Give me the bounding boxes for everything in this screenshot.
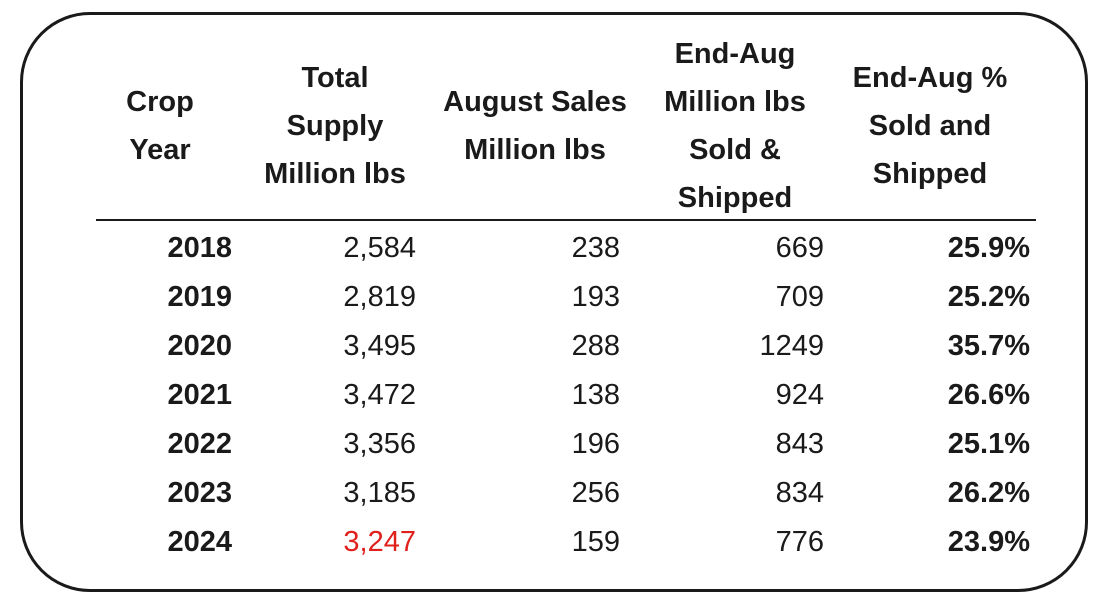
cell-crop-year: 2021 <box>167 379 232 411</box>
table-row: 2024 3,247 159 776 23.9% <box>0 518 1114 567</box>
header-end-aug-sold-shipped: End-Aug Million lbs Sold & Shipped <box>640 30 830 222</box>
header-line: Shipped <box>677 182 793 214</box>
cell-total-supply: 3,356 <box>343 428 416 460</box>
cell-august-sales: 238 <box>571 232 620 264</box>
cell-sold-shipped: 1249 <box>759 330 824 362</box>
table-frame <box>20 12 1088 592</box>
header-end-aug-pct: End-Aug % Sold and Shipped <box>835 54 1025 198</box>
cell-total-supply: 2,819 <box>343 281 416 313</box>
cell-crop-year: 2020 <box>167 330 232 362</box>
header-line: Sold and <box>868 110 992 142</box>
header-crop-year: Crop Year <box>100 78 220 174</box>
cell-crop-year: 2018 <box>167 232 232 264</box>
table-row: 2023 3,185 256 834 26.2% <box>0 469 1114 518</box>
cell-sold-shipped: 843 <box>775 428 824 460</box>
cell-august-sales: 159 <box>571 526 620 558</box>
header-line: End-Aug % <box>852 62 1008 94</box>
header-line: End-Aug <box>674 38 796 70</box>
header-line: Sold & <box>689 134 781 166</box>
header-total-supply: Total Supply Million lbs <box>245 54 425 198</box>
table-row: 2022 3,356 196 843 25.1% <box>0 420 1114 469</box>
cell-pct-sold-shipped: 25.1% <box>947 428 1030 460</box>
cell-crop-year: 2019 <box>167 281 232 313</box>
cell-pct-sold-shipped: 35.7% <box>947 330 1030 362</box>
table-row: 2021 3,472 138 924 26.6% <box>0 371 1114 420</box>
cell-crop-year: 2024 <box>167 526 232 558</box>
header-line: Million lbs <box>464 134 606 166</box>
cell-sold-shipped: 924 <box>775 379 824 411</box>
cell-august-sales: 288 <box>571 330 620 362</box>
cell-crop-year: 2023 <box>167 477 232 509</box>
table-row: 2020 3,495 288 1249 35.7% <box>0 322 1114 371</box>
header-line: Supply <box>286 110 384 142</box>
cell-august-sales: 256 <box>571 477 620 509</box>
cell-total-supply: 2,584 <box>343 232 416 264</box>
cell-august-sales: 196 <box>571 428 620 460</box>
cell-sold-shipped: 709 <box>775 281 824 313</box>
cell-total-supply: 3,185 <box>343 477 416 509</box>
header-line: Year <box>129 134 191 166</box>
cell-august-sales: 138 <box>571 379 620 411</box>
cell-sold-shipped: 776 <box>775 526 824 558</box>
header-line: Total <box>301 62 369 94</box>
cell-pct-sold-shipped: 25.2% <box>947 281 1030 313</box>
cell-sold-shipped: 669 <box>775 232 824 264</box>
cell-august-sales: 193 <box>571 281 620 313</box>
table-row: 2018 2,584 238 669 25.9% <box>0 224 1114 273</box>
header-august-sales: August Sales Million lbs <box>430 78 640 174</box>
cell-pct-sold-shipped: 26.2% <box>947 477 1030 509</box>
cell-pct-sold-shipped: 23.9% <box>947 526 1030 558</box>
cell-total-supply: 3,472 <box>343 379 416 411</box>
header-line: Shipped <box>872 158 988 190</box>
header-divider <box>96 219 1036 221</box>
cell-crop-year: 2022 <box>167 428 232 460</box>
header-line: Million lbs <box>264 158 406 190</box>
header-line: August Sales <box>443 86 627 118</box>
header-line: Crop <box>126 86 194 118</box>
cell-total-supply: 3,495 <box>343 330 416 362</box>
table-row: 2019 2,819 193 709 25.2% <box>0 273 1114 322</box>
cell-pct-sold-shipped: 26.6% <box>947 379 1030 411</box>
cell-sold-shipped: 834 <box>775 477 824 509</box>
cell-total-supply-highlighted: 3,247 <box>343 526 416 558</box>
cell-pct-sold-shipped: 25.9% <box>947 232 1030 264</box>
header-line: Million lbs <box>664 86 806 118</box>
